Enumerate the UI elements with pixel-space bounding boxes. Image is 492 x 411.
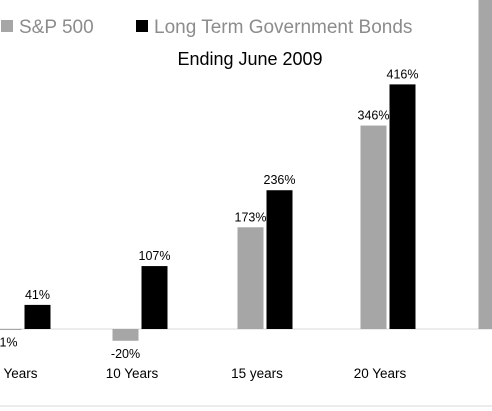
data-label-bonds-2: 107% [139,249,171,263]
data-label-bonds-4: 416% [387,67,419,81]
legend-label-bonds: Long Term Government Bonds [154,17,412,38]
bar-bonds-3 [266,190,293,329]
chart-title: Ending June 2009 [177,49,322,69]
plot-area: 1% 41% 5 Years -20% 107% 10 Years 173% 236% 15 y… [0,0,492,381]
bar-sp500-5 [478,0,492,329]
bar-sp500-4 [360,125,387,329]
bar-bonds-4 [389,84,416,329]
bar-sp500-1 [0,329,22,330]
bar-bonds-1 [24,304,51,329]
x-tick-label-1: 5 Years [0,366,38,381]
bar-sp500-2 [112,329,139,341]
data-label-bonds-1: 41% [25,288,50,302]
data-label-sp500-1: 1% [0,336,18,350]
x-tick-label-4: 20 Years [354,366,407,381]
data-label-sp500-2: -20% [111,347,140,361]
x-tick-label-2: 10 Years [106,366,159,381]
legend: S&P 500 Long Term Government Bonds [1,17,412,38]
bar-sp500-3 [237,227,264,329]
data-label-bonds-3: 236% [264,173,296,187]
legend-label-sp500: S&P 500 [19,17,94,38]
legend-swatch-sp500 [1,20,13,32]
data-label-sp500-3: 173% [235,210,267,224]
bar-bonds-2 [141,266,168,329]
data-label-sp500-4: 346% [358,109,390,123]
x-tick-label-3: 15 years [231,366,283,381]
legend-swatch-bonds [136,20,148,32]
